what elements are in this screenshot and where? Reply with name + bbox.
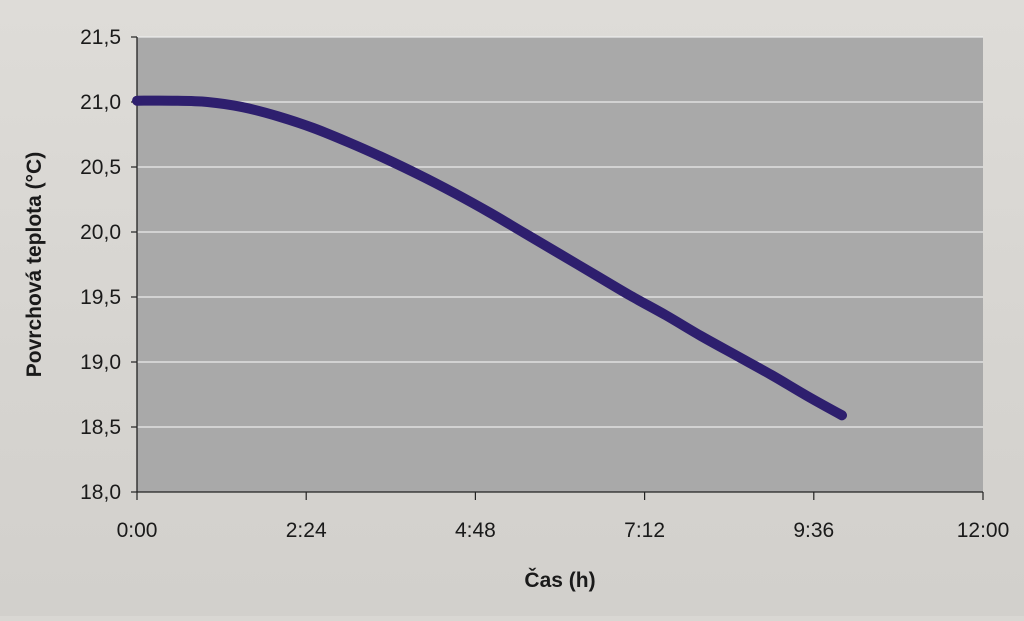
x-tick-label: 9:36 [793,519,834,542]
plot-area [137,37,983,492]
data-point [379,153,389,163]
x-tick-label: 12:00 [957,519,1010,542]
y-tick-label: 20,5 [80,156,121,179]
x-axis-title: Čas (h) [524,568,595,592]
data-point [203,97,212,107]
data-point [802,391,812,401]
data-point [767,370,776,380]
x-tick-label: 2:24 [286,519,327,542]
data-point [485,208,494,217]
x-tick-label: 4:48 [455,519,496,542]
data-point [414,170,424,180]
data-point [273,111,283,121]
data-point [731,351,741,360]
data-point [344,137,353,147]
data-point [696,331,706,341]
y-tick-label: 19,5 [80,286,121,309]
data-point [626,291,635,301]
series-layer [132,95,847,421]
y-tick-label: 21,0 [80,91,121,114]
y-tick-label: 18,5 [80,416,121,439]
y-tick-label: 21,5 [80,26,121,49]
data-point [449,188,459,198]
y-axis-title: Povrchová teplota (°C) [23,152,46,377]
x-tick-label: 0:00 [117,519,158,542]
y-tick-label: 20,0 [80,221,121,244]
data-point [661,310,671,320]
x-tick-label: 7:12 [624,519,665,542]
y-tick-label: 18,0 [80,481,121,504]
y-tick-label: 19,0 [80,351,121,374]
data-point [238,102,248,112]
data-point [555,249,565,259]
data-point [132,96,142,106]
tick-labels: 18,0 18,5 19,0 19,5 20,0 20,5 21,0 21,5 0:00 2:24… [80,26,1009,542]
gridlines [137,36,983,428]
data-point [167,96,177,106]
data-point [837,410,847,420]
data-point [308,123,318,133]
data-point [520,228,530,238]
data-point [590,270,600,280]
